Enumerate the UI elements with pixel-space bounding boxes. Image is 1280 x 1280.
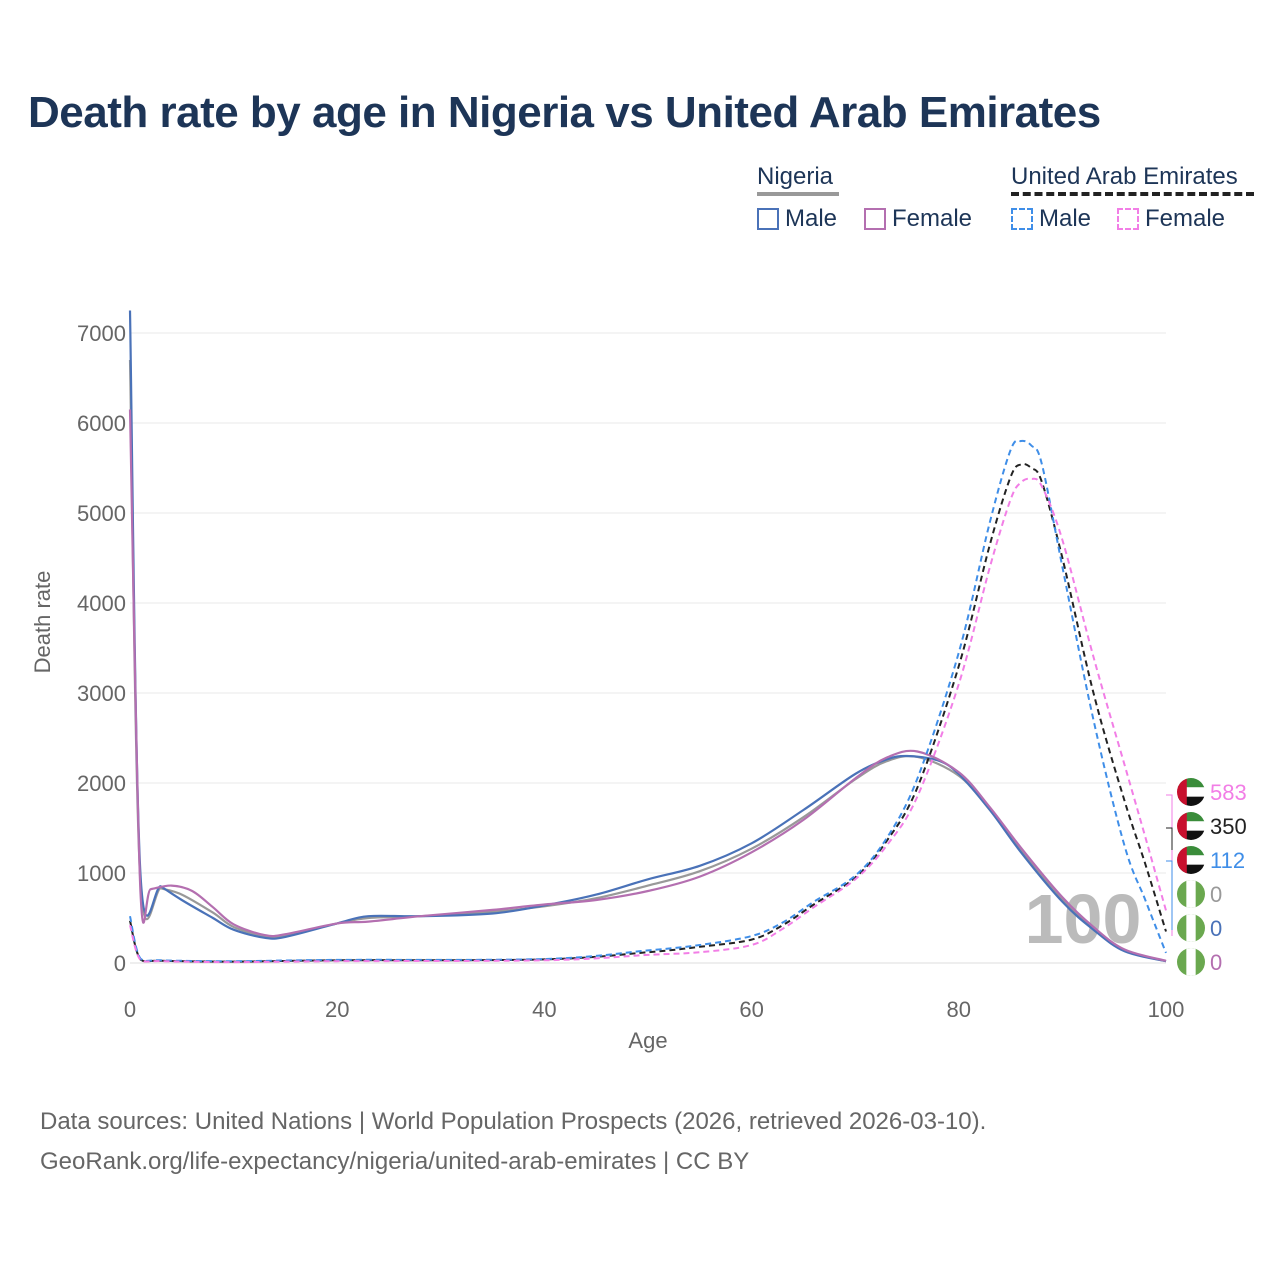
series-line-nigeria-female[interactable] <box>128 409 1167 962</box>
nigeria-flag-icon <box>1177 914 1205 942</box>
y-tick-label: 1000 <box>77 861 126 886</box>
end-label-connector <box>1166 827 1173 850</box>
series-line-united-arab-emirates-female[interactable] <box>129 477 1167 964</box>
legend-group-nigeria-label: Nigeria <box>757 163 834 190</box>
x-tick-label: 80 <box>947 997 971 1022</box>
y-axis-label: Death rate <box>30 571 55 674</box>
legend-swatch-nigeria-male <box>757 208 779 230</box>
uae-flag-icon <box>1177 778 1205 806</box>
chart-title: Death rate by age in Nigeria vs United A… <box>28 88 1101 137</box>
legend-group-uae-label: United Arab Emirates <box>1011 163 1238 190</box>
footer-url[interactable]: GeoRank.org/life-expectancy/nigeria/unit… <box>40 1148 750 1175</box>
series-line-united-arab-emirates-male[interactable] <box>129 439 1167 963</box>
legend-label-nigeria-female: Female <box>892 205 973 232</box>
end-label-value: 0 <box>1210 882 1222 907</box>
legend-label-uae-female: Female <box>1145 205 1226 232</box>
legend-group-uae-line <box>1011 192 1254 196</box>
gridlines <box>130 332 1166 964</box>
footer-sources: Data sources: United Nations | World Pop… <box>40 1108 987 1135</box>
end-label-connector <box>1166 860 1173 930</box>
nigeria-flag-icon <box>1177 948 1205 976</box>
y-tick-label: 6000 <box>77 411 126 436</box>
legend-nigeria-male[interactable]: Male <box>757 205 837 233</box>
end-label-value: 0 <box>1210 950 1222 975</box>
end-label-value: 112 <box>1210 848 1245 873</box>
x-axis-label: Age <box>628 1028 667 1053</box>
series-line-nigeria-male[interactable] <box>128 310 1167 963</box>
legend-uae-female[interactable]: Female <box>1117 205 1225 233</box>
y-tick-label: 4000 <box>77 591 126 616</box>
legend-uae-male[interactable]: Male <box>1011 205 1091 233</box>
x-tick-label: 0 <box>124 997 136 1022</box>
series-line-united-arab-emirates-total-[interactable] <box>129 462 1167 963</box>
legend-swatch-uae-female <box>1117 208 1139 230</box>
nigeria-flag-icon <box>1177 880 1205 908</box>
end-label-connector <box>1166 794 1173 936</box>
y-tick-label: 3000 <box>77 681 126 706</box>
x-axis-ticks: 0 20 40 60 80 100 <box>124 997 1184 1022</box>
x-tick-label: 40 <box>532 997 556 1022</box>
legend-label-uae-male: Male <box>1039 205 1092 232</box>
end-label-value: 0 <box>1210 916 1222 941</box>
y-tick-label: 7000 <box>77 321 126 346</box>
legend-label-nigeria-male: Male <box>785 205 838 232</box>
legend-nigeria-female[interactable]: Female <box>864 205 972 233</box>
legend-group-uae[interactable]: United Arab Emirates <box>1011 163 1238 191</box>
end-labels: 583 350 112 0 0 0 <box>1166 778 1247 976</box>
y-tick-label: 0 <box>114 951 126 976</box>
x-tick-label: 20 <box>325 997 349 1022</box>
end-label-value: 583 <box>1210 780 1247 805</box>
y-tick-label: 2000 <box>77 771 126 796</box>
x-tick-label: 60 <box>739 997 763 1022</box>
legend-group-nigeria-line <box>757 192 839 196</box>
uae-flag-icon <box>1177 846 1205 874</box>
y-axis-ticks: 0 1000 2000 3000 4000 5000 6000 7000 <box>77 321 126 976</box>
series-group <box>128 310 1167 964</box>
legend-swatch-nigeria-female <box>864 208 886 230</box>
uae-flag-icon <box>1177 812 1205 840</box>
legend-group-nigeria[interactable]: Nigeria <box>757 163 833 191</box>
legend-swatch-uae-male <box>1011 208 1033 230</box>
end-label-value: 350 <box>1210 814 1247 839</box>
y-tick-label: 5000 <box>77 501 126 526</box>
x-tick-label: 100 <box>1148 997 1185 1022</box>
